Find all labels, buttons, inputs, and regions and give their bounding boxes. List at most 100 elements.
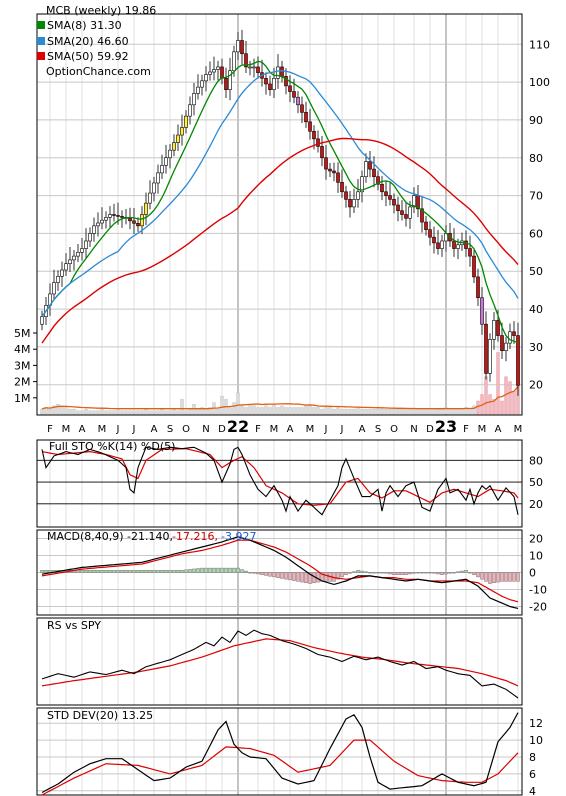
- watermark: OptionChance.com: [46, 65, 151, 78]
- candle-body: [200, 80, 204, 88]
- sto-label: Full STO %K(14) %D(5): [49, 440, 175, 453]
- macd-value-label: -17.216,: [172, 530, 218, 543]
- signal-value-label: -3.927: [221, 530, 256, 543]
- candle-body: [308, 121, 312, 132]
- volume-bar: [176, 410, 180, 415]
- volume-bar: [256, 407, 260, 415]
- candle-body: [256, 66, 260, 73]
- candle-body: [96, 222, 100, 227]
- volume-bar: [96, 410, 100, 415]
- volume-bar: [72, 408, 76, 415]
- macd-histogram-bar: [88, 570, 92, 573]
- macd-histogram-bar: [460, 570, 464, 573]
- x-axis-label: 22: [227, 417, 249, 436]
- macd-histogram-bar: [384, 572, 388, 574]
- volume-bar: [100, 408, 104, 415]
- macd-histogram-bar: [96, 570, 100, 573]
- macd-histogram-bar: [380, 572, 384, 574]
- candle-body: [136, 223, 140, 227]
- volume-bar: [384, 408, 388, 415]
- candle-body: [264, 78, 268, 85]
- macd-histogram-bar: [152, 570, 156, 573]
- macd-histogram-bar: [172, 570, 176, 573]
- volume-bar: [348, 408, 352, 415]
- macd-histogram-bar: [360, 570, 364, 573]
- macd-histogram-bar: [336, 572, 340, 580]
- x-axis-label: F: [255, 424, 261, 435]
- macd-histogram-bar: [500, 572, 504, 582]
- volume-bar: [136, 410, 140, 415]
- x-axis-label: A: [79, 424, 86, 435]
- candle-body: [188, 104, 192, 117]
- macd-histogram-bar: [128, 570, 132, 573]
- x-axis-label: M: [514, 424, 523, 435]
- macd-histogram-bar: [364, 571, 368, 573]
- volume-tick-label: 5M: [14, 327, 31, 340]
- volume-bar: [204, 408, 208, 415]
- candle-body: [476, 276, 480, 299]
- volume-bar: [124, 410, 128, 415]
- macd-histogram-bar: [184, 569, 188, 573]
- legend-sma20: SMA(20) 46.60: [47, 35, 129, 48]
- macd-line: [41, 536, 519, 609]
- price-tick-label: 80: [529, 152, 543, 165]
- volume-tick-label: 4M: [14, 343, 31, 356]
- volume-bar: [128, 410, 132, 415]
- candle-body: [228, 70, 232, 90]
- macd-histogram-bar: [252, 572, 256, 574]
- stddev-tick-label: 8: [529, 751, 536, 764]
- candle-body: [396, 204, 400, 212]
- candle-body: [216, 66, 220, 70]
- volume-bar: [68, 408, 72, 415]
- candle-body: [428, 229, 432, 238]
- macd-histogram-bar: [108, 570, 112, 573]
- candle-body: [120, 216, 124, 218]
- volume-bar: [456, 408, 460, 415]
- volume-bar: [332, 408, 336, 415]
- macd-histogram-bar: [284, 572, 288, 580]
- candle-body: [456, 244, 460, 249]
- volume-bar: [512, 391, 516, 415]
- volume-bar: [180, 399, 184, 415]
- macd-histogram-bar: [484, 572, 488, 582]
- macd-histogram-bar: [424, 572, 428, 574]
- sto-tick-label: 20: [529, 498, 543, 511]
- candle-body: [276, 66, 280, 79]
- volume-bar: [312, 407, 316, 415]
- volume-bar: [196, 408, 200, 415]
- text-layer: MCB (weekly) 19.86 SMA(8) 31.30 SMA(20) …: [14, 4, 550, 796]
- x-axis-label: F: [463, 424, 469, 435]
- volume-bar: [152, 410, 156, 415]
- macd-histogram-bar: [348, 572, 352, 574]
- macd-histogram-bar: [280, 572, 284, 579]
- candle-body: [300, 104, 304, 113]
- volume-bar: [148, 410, 152, 415]
- macd-histogram-bar: [76, 570, 80, 573]
- volume-bar: [388, 408, 392, 415]
- volume-bar: [300, 407, 304, 415]
- volume-bar: [40, 408, 44, 415]
- x-axis-label: M: [62, 424, 71, 435]
- volume-bar: [436, 408, 440, 415]
- macd-histogram-bar: [292, 572, 296, 581]
- rs-average-line: [41, 638, 519, 687]
- candle-body: [156, 172, 160, 184]
- macd-histogram-bar: [232, 567, 236, 573]
- macd-histogram-bar: [176, 570, 180, 573]
- volume-bar: [324, 407, 328, 415]
- x-axis-label: S: [167, 424, 173, 435]
- volume-bar: [428, 408, 432, 415]
- macd-histogram-bar: [392, 572, 396, 575]
- candle-body: [332, 170, 336, 174]
- volume-bar: [112, 410, 116, 415]
- price-tick-label: 90: [529, 114, 543, 127]
- candle-body: [88, 233, 92, 242]
- macd-histogram-bar: [272, 572, 276, 578]
- macd-histogram-bar: [368, 572, 372, 574]
- macd-histogram-bar: [104, 570, 108, 573]
- volume-bar: [340, 408, 344, 415]
- volume-bar: [408, 408, 412, 415]
- x-axis-label: A: [287, 424, 294, 435]
- macd-histogram-bar: [84, 570, 88, 573]
